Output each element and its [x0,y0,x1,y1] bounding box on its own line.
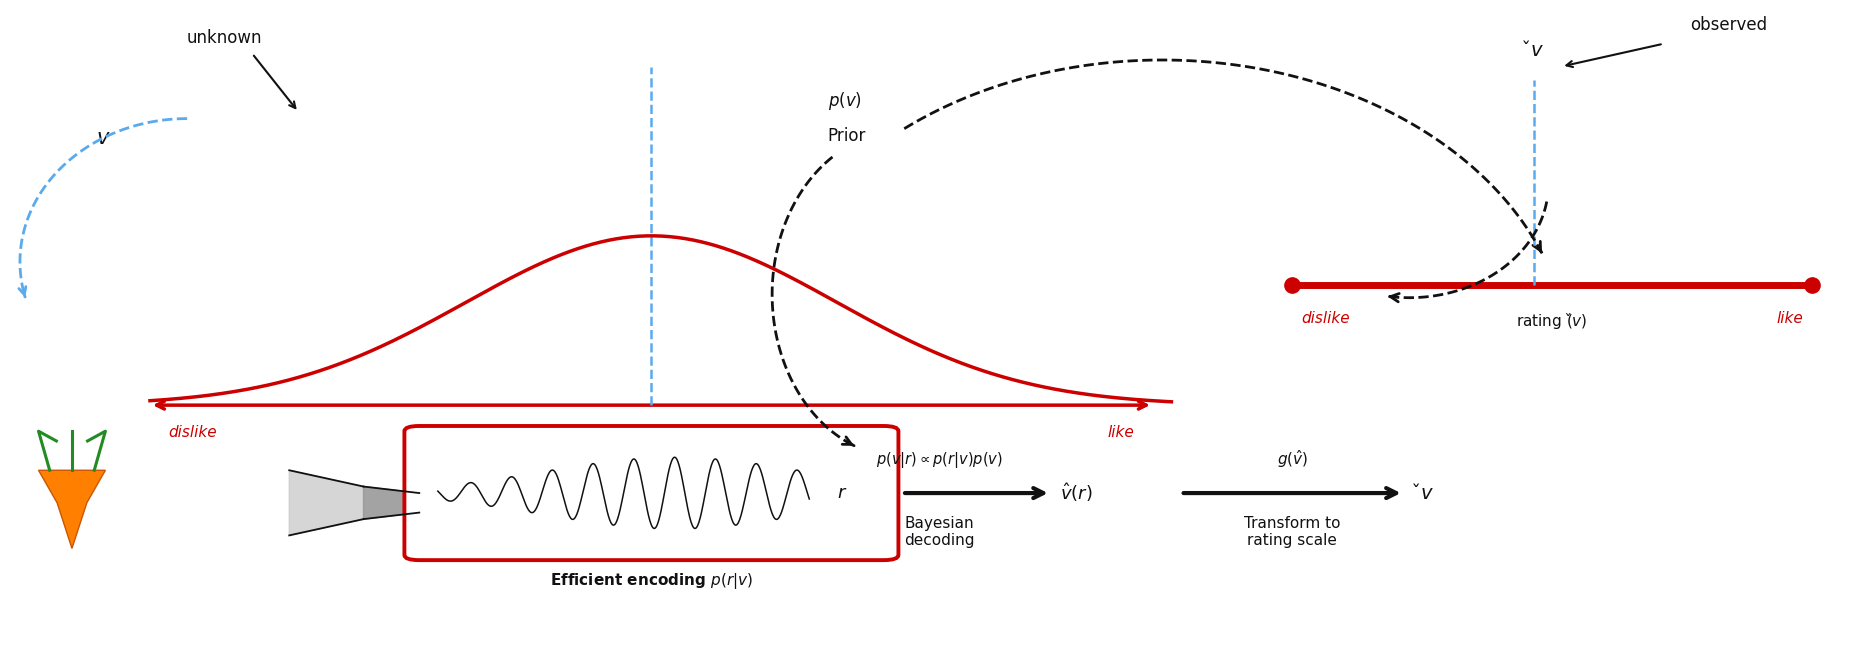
Text: $\hat{v}(r)$: $\hat{v}(r)$ [1060,482,1092,504]
Text: $g(\hat{v})$: $g(\hat{v})$ [1276,449,1308,470]
Polygon shape [39,470,106,549]
Text: like: like [1776,311,1802,326]
Text: $\check{v}$: $\check{v}$ [1523,40,1544,60]
Text: Efficient encoding $p(r|v)$: Efficient encoding $p(r|v)$ [551,571,753,591]
Text: dislike: dislike [1302,311,1350,326]
Text: Prior: Prior [828,127,867,145]
Text: $\check{v}$: $\check{v}$ [1414,483,1434,503]
Polygon shape [290,470,363,536]
Text: like: like [1107,424,1135,439]
Text: Subjective value ($v$): Subjective value ($v$) [575,428,727,447]
Text: unknown: unknown [188,29,262,47]
Text: $v$: $v$ [97,128,112,148]
Polygon shape [363,487,418,519]
Text: dislike: dislike [169,424,218,439]
Text: $r$: $r$ [837,484,848,502]
Text: Transform to
rating scale: Transform to rating scale [1244,516,1341,548]
Text: rating ($\check{v}$): rating ($\check{v}$) [1516,311,1588,331]
FancyBboxPatch shape [404,426,898,560]
Text: Bayesian
decoding: Bayesian decoding [904,516,975,548]
Text: $p(v|r) \propto p(r|v)p(v)$: $p(v|r) \propto p(r|v)p(v)$ [876,450,1003,470]
Text: $p(v)$: $p(v)$ [828,90,861,112]
Text: observed: observed [1691,16,1767,34]
